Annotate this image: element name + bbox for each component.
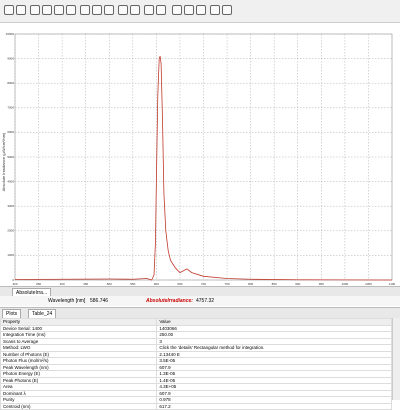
spectrum-line xyxy=(14,55,393,281)
bottom-tab-strip: Plots Table_24 xyxy=(0,307,400,319)
x-tick-label: 450 xyxy=(83,282,88,286)
x-tick-label: 350 xyxy=(36,282,41,286)
tool-button[interactable] xyxy=(144,5,154,15)
wavelength-label: Wavelength [nm] xyxy=(48,298,86,304)
x-tick-label: 850 xyxy=(272,282,277,286)
tool-button[interactable] xyxy=(66,5,76,15)
x-tick-label: 300 xyxy=(12,282,17,286)
y-tick-label: 2000 xyxy=(7,229,14,233)
x-tick-label: 900 xyxy=(295,282,300,286)
table-cell: Centroid (nm) xyxy=(0,402,158,410)
irradiance-value: 4757.32 xyxy=(196,298,215,304)
tool-button[interactable] xyxy=(222,5,232,15)
y-tick-label: 1000 xyxy=(7,253,14,257)
x-tick-label: 650 xyxy=(177,282,182,286)
x-tick-label: 600 xyxy=(154,282,159,286)
y-tick-label: 8000 xyxy=(7,81,14,85)
tool-button[interactable] xyxy=(130,5,140,15)
tool-button[interactable] xyxy=(156,5,166,15)
wavelength-value: 586.746 xyxy=(90,298,109,304)
scrollbar[interactable] xyxy=(392,318,400,400)
table-row: Centroid (nm) 617.2 xyxy=(0,402,392,410)
irradiance-label: AbsoluteIrradiance: xyxy=(146,298,193,304)
y-tick-label: 5000 xyxy=(7,155,14,159)
y-tick-label: 3000 xyxy=(7,204,14,208)
x-tick-label: 500 xyxy=(107,282,112,286)
y-tick-label: 0 xyxy=(12,278,14,282)
table-cell: 617.2 xyxy=(156,402,392,410)
y-axis-label: Absolute Irradiance (µW/cm²/nm) xyxy=(1,132,6,191)
x-tick-label: 800 xyxy=(248,282,253,286)
tool-button[interactable] xyxy=(92,5,102,15)
tool-button[interactable] xyxy=(104,5,114,15)
tool-button[interactable] xyxy=(30,5,40,15)
x-tick-label: 1100 xyxy=(389,282,396,286)
tool-button[interactable] xyxy=(80,5,90,15)
x-tick-label: 550 xyxy=(130,282,135,286)
properties-table: Property Value Device Serial: 1400 1403066 I… xyxy=(0,318,392,410)
toolbar xyxy=(0,0,400,23)
status-bar: Wavelength [nm] 586.746 AbsoluteIrradian… xyxy=(0,296,400,306)
tool-button[interactable] xyxy=(210,5,220,15)
x-tick-label: 950 xyxy=(319,282,324,286)
tool-button[interactable] xyxy=(4,5,14,15)
tool-button[interactable] xyxy=(42,5,52,15)
tool-button[interactable] xyxy=(196,5,206,15)
x-tick-label: 1050 xyxy=(365,282,372,286)
x-tick-label: 1000 xyxy=(342,282,349,286)
y-tick-label: 4000 xyxy=(7,179,14,183)
tool-button[interactable] xyxy=(172,5,182,15)
y-tick-label: 7000 xyxy=(7,106,14,110)
plot: Wavelength (nm) Absolute Irradiance (µW/… xyxy=(1,32,396,290)
y-tick-label: 9000 xyxy=(7,56,14,60)
y-tick-label: 10000 xyxy=(6,32,15,36)
x-tick-label: 750 xyxy=(225,282,230,286)
x-tick-label: 700 xyxy=(201,282,206,286)
y-tick-label: 6000 xyxy=(7,130,14,134)
x-tick-label: 400 xyxy=(60,282,65,286)
tool-button[interactable] xyxy=(54,5,64,15)
tool-button[interactable] xyxy=(16,5,26,15)
tool-button[interactable] xyxy=(118,5,128,15)
tool-button[interactable] xyxy=(184,5,194,15)
